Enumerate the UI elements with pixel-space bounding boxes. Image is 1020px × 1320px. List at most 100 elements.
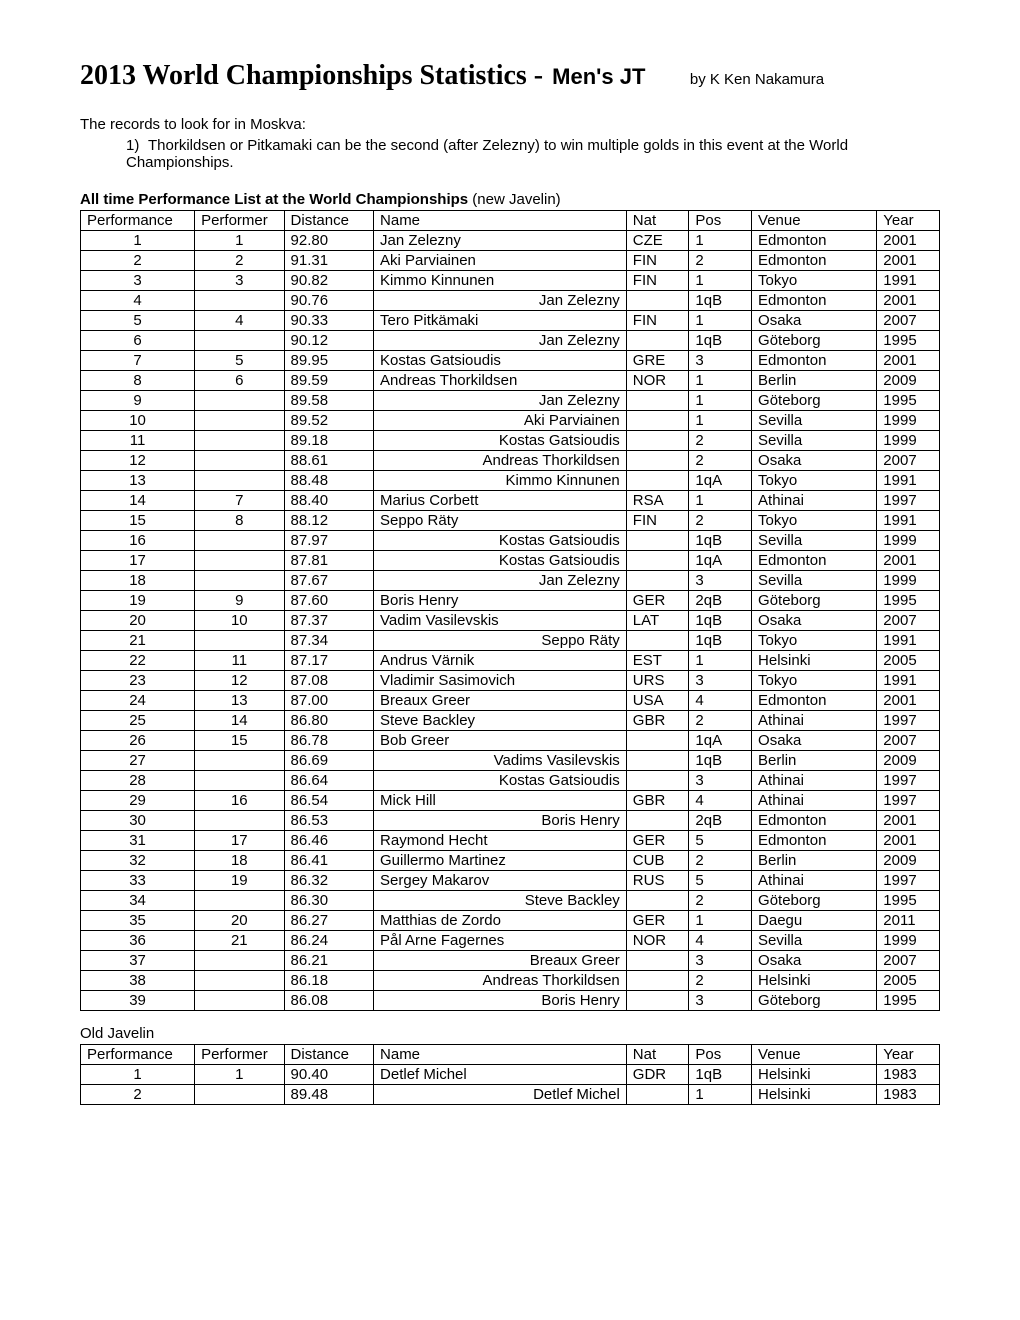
table-row: 15888.12Seppo RätyFIN2Tokyo1991 (81, 511, 940, 531)
cell-year: 1995 (877, 331, 940, 351)
table-row: 5490.33Tero PitkämakiFIN1Osaka2007 (81, 311, 940, 331)
cell-performance: 32 (81, 851, 195, 871)
cell-distance: 86.18 (284, 971, 373, 991)
cell-name: Mick Hill (374, 791, 627, 811)
cell-year: 1999 (877, 411, 940, 431)
cell-performance: 36 (81, 931, 195, 951)
cell-venue: Göteborg (752, 991, 877, 1011)
cell-name: Andreas Thorkildsen (374, 451, 627, 471)
cell-nat: GER (626, 591, 689, 611)
cell-performer (195, 951, 284, 971)
cell-performer (195, 531, 284, 551)
cell-nat: RUS (626, 871, 689, 891)
table-row: 2187.34Seppo Räty1qBTokyo1991 (81, 631, 940, 651)
cell-year: 2011 (877, 911, 940, 931)
cell-name: Jan Zelezny (374, 571, 627, 591)
cell-venue: Göteborg (752, 391, 877, 411)
cell-distance: 86.32 (284, 871, 373, 891)
cell-performer (195, 431, 284, 451)
table-row: 1687.97Kostas Gatsioudis1qBSevilla1999 (81, 531, 940, 551)
cell-year: 1983 (877, 1085, 940, 1105)
cell-year: 1995 (877, 891, 940, 911)
cell-year: 1983 (877, 1065, 940, 1085)
cell-pos: 3 (689, 351, 752, 371)
cell-distance: 90.33 (284, 311, 373, 331)
cell-performer (195, 571, 284, 591)
table-row: 7589.95Kostas GatsioudisGRE3Edmonton2001 (81, 351, 940, 371)
cell-year: 2001 (877, 691, 940, 711)
cell-distance: 87.08 (284, 671, 373, 691)
cell-performer: 1 (195, 1065, 284, 1085)
cell-performer (195, 631, 284, 651)
old-table-header: Performance Performer Distance Name Nat … (81, 1045, 940, 1065)
cell-year: 2009 (877, 751, 940, 771)
table-row: 1190.40Detlef MichelGDR1qBHelsinki1983 (81, 1065, 940, 1085)
cell-nat: CUB (626, 851, 689, 871)
cell-venue: Osaka (752, 451, 877, 471)
cell-performance: 31 (81, 831, 195, 851)
col-performance: Performance (81, 1045, 195, 1065)
cell-performance: 22 (81, 651, 195, 671)
cell-distance: 86.08 (284, 991, 373, 1011)
cell-name: Breaux Greer (374, 951, 627, 971)
cell-pos: 1qB (689, 331, 752, 351)
table-row: 241387.00Breaux GreerUSA4Edmonton2001 (81, 691, 940, 711)
cell-distance: 86.78 (284, 731, 373, 751)
cell-year: 1997 (877, 791, 940, 811)
cell-nat: LAT (626, 611, 689, 631)
cell-performer (195, 811, 284, 831)
cell-distance: 88.40 (284, 491, 373, 511)
cell-nat: FIN (626, 271, 689, 291)
cell-venue: Sevilla (752, 571, 877, 591)
cell-year: 2001 (877, 231, 940, 251)
cell-name: Boris Henry (374, 811, 627, 831)
table-row: 321886.41Guillermo MartinezCUB2Berlin200… (81, 851, 940, 871)
cell-distance: 86.46 (284, 831, 373, 851)
cell-name: Seppo Räty (374, 631, 627, 651)
performance-table: Performance Performer Distance Name Nat … (80, 210, 940, 1011)
cell-venue: Tokyo (752, 271, 877, 291)
cell-nat (626, 451, 689, 471)
cell-venue: Edmonton (752, 291, 877, 311)
cell-pos: 1qB (689, 611, 752, 631)
cell-nat: FIN (626, 311, 689, 331)
cell-name: Andreas Thorkildsen (374, 971, 627, 991)
cell-year: 1999 (877, 571, 940, 591)
table-row: 14788.40Marius CorbettRSA1Athinai1997 (81, 491, 940, 511)
cell-year: 1991 (877, 671, 940, 691)
cell-name: Aki Parviainen (374, 411, 627, 431)
table-row: 3986.08Boris Henry3Göteborg1995 (81, 991, 940, 1011)
cell-distance: 89.52 (284, 411, 373, 431)
cell-venue: Athinai (752, 791, 877, 811)
table-row: 221187.17Andrus VärnikEST1Helsinki2005 (81, 651, 940, 671)
cell-nat (626, 391, 689, 411)
cell-name: Andreas Thorkildsen (374, 371, 627, 391)
cell-nat: RSA (626, 491, 689, 511)
cell-pos: 2 (689, 971, 752, 991)
cell-venue: Tokyo (752, 631, 877, 651)
cell-nat: CZE (626, 231, 689, 251)
records-list: 1)Thorkildsen or Pitkamaki can be the se… (126, 137, 940, 171)
cell-nat (626, 951, 689, 971)
cell-performer: 21 (195, 931, 284, 951)
cell-pos: 3 (689, 571, 752, 591)
table-row: 331986.32Sergey MakarovRUS5Athinai1997 (81, 871, 940, 891)
cell-year: 2001 (877, 811, 940, 831)
cell-pos: 2qB (689, 811, 752, 831)
cell-distance: 89.95 (284, 351, 373, 371)
cell-distance: 86.69 (284, 751, 373, 771)
cell-performance: 18 (81, 571, 195, 591)
cell-year: 2001 (877, 251, 940, 271)
cell-name: Vladimir Sasimovich (374, 671, 627, 691)
cell-performance: 24 (81, 691, 195, 711)
cell-name: Guillermo Martinez (374, 851, 627, 871)
cell-nat: GRE (626, 351, 689, 371)
cell-venue: Helsinki (752, 971, 877, 991)
table-row: 1787.81Kostas Gatsioudis1qAEdmonton2001 (81, 551, 940, 571)
cell-performer: 13 (195, 691, 284, 711)
cell-year: 1991 (877, 271, 940, 291)
section-heading-rest: (new Javelin) (472, 191, 560, 208)
table-row: 1288.61Andreas Thorkildsen2Osaka2007 (81, 451, 940, 471)
cell-nat (626, 991, 689, 1011)
cell-distance: 87.17 (284, 651, 373, 671)
